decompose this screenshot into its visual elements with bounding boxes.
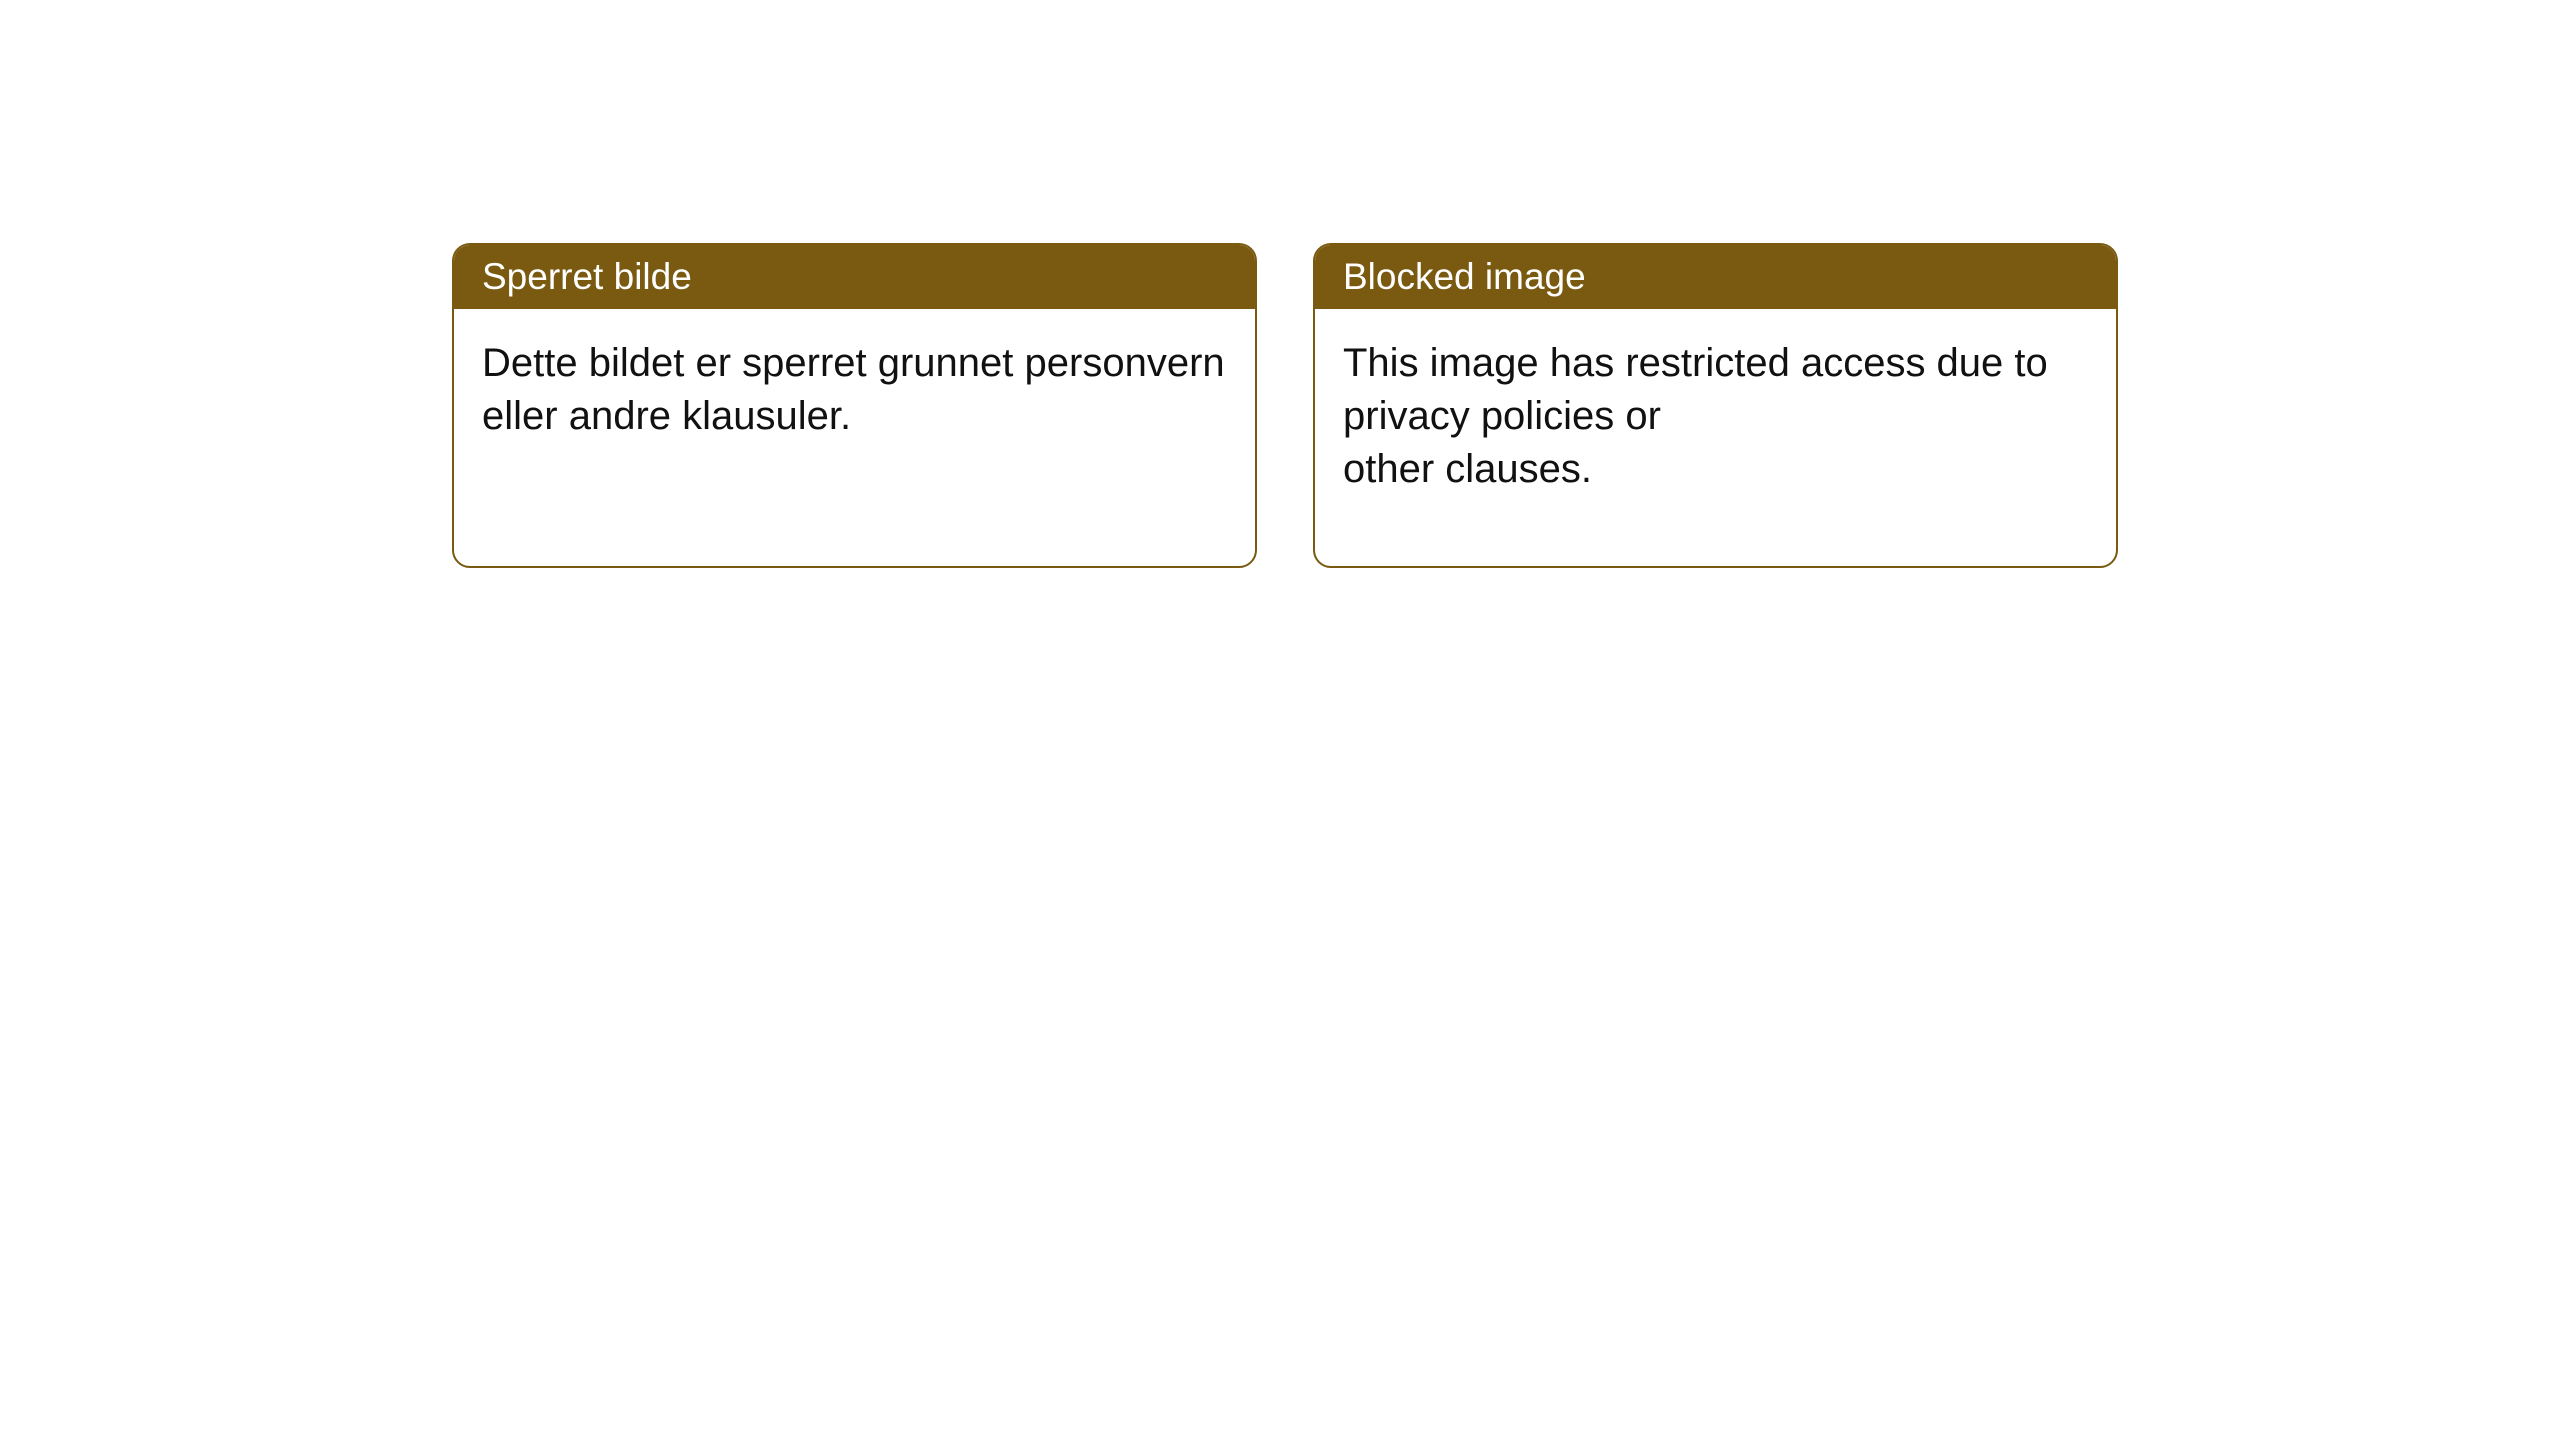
- notice-card-title: Sperret bilde: [454, 245, 1255, 309]
- notice-card-english: Blocked image This image has restricted …: [1313, 243, 2118, 568]
- notice-card-norwegian: Sperret bilde Dette bildet er sperret gr…: [452, 243, 1257, 568]
- notice-card-title: Blocked image: [1315, 245, 2116, 309]
- notice-container: Sperret bilde Dette bildet er sperret gr…: [0, 0, 2560, 568]
- notice-card-body: This image has restricted access due to …: [1315, 309, 2116, 565]
- notice-card-body: Dette bildet er sperret grunnet personve…: [454, 309, 1255, 513]
